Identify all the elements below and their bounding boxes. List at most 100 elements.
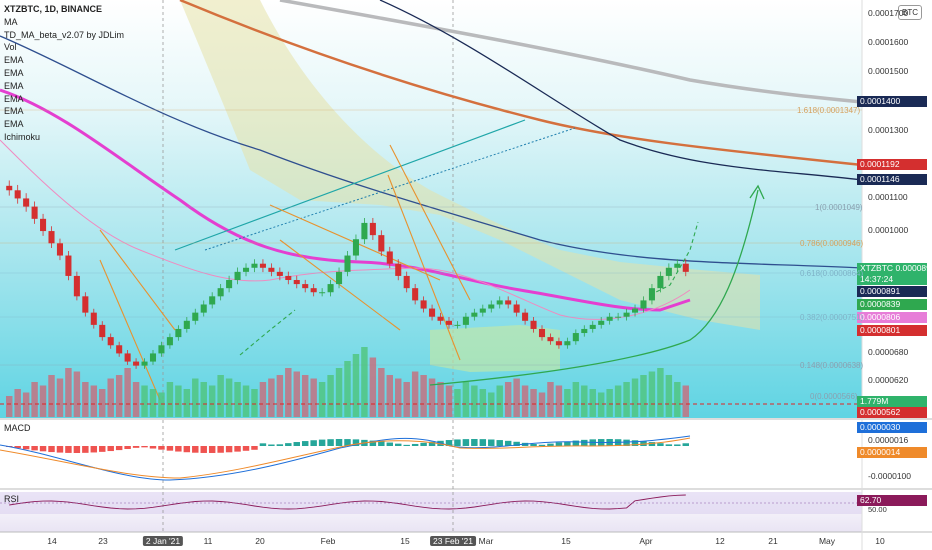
macd-bar xyxy=(234,446,241,452)
price-tag-ma: 0.0001400 xyxy=(857,96,927,107)
time-axis-highlight: 2 Jan '21 xyxy=(142,536,184,546)
candle-body xyxy=(234,271,241,281)
macd-bar xyxy=(56,446,64,453)
legend-ema-5[interactable]: EMA xyxy=(4,106,24,117)
macd-bar xyxy=(640,441,647,446)
macd-bar xyxy=(200,446,207,453)
macd-bar xyxy=(192,446,199,453)
volume-bar xyxy=(65,368,72,417)
volume-bar xyxy=(225,378,233,417)
legend-vol[interactable]: Vol xyxy=(4,42,17,53)
macd-bar xyxy=(149,446,157,449)
macd-bar xyxy=(301,441,309,446)
volume-bar xyxy=(674,382,681,417)
time-axis-label: May xyxy=(818,536,836,546)
candle-body xyxy=(623,312,630,317)
countdown-tag: 14:37:24 xyxy=(857,274,927,285)
candle-body xyxy=(462,316,469,325)
macd-bar xyxy=(14,446,21,449)
volume-bar xyxy=(496,385,503,417)
legend-ema-1[interactable]: EMA xyxy=(4,55,24,66)
legend-ichimoku[interactable]: Ichimoku xyxy=(4,131,41,142)
candle-body xyxy=(572,333,579,342)
candle-body xyxy=(192,312,199,321)
macd-bar xyxy=(488,439,495,446)
candle-body xyxy=(598,320,605,325)
candle-body xyxy=(158,345,165,354)
legend-ema-4[interactable]: EMA xyxy=(4,93,24,104)
volume-bars xyxy=(6,347,689,417)
candle-body xyxy=(352,239,359,256)
macd-bar xyxy=(344,439,351,446)
macd-bar xyxy=(166,446,174,451)
macd-axis-label: 0.0000016 xyxy=(868,435,909,445)
volume-bar xyxy=(149,389,157,417)
legend-ma[interactable]: MA xyxy=(4,16,18,27)
candle-body xyxy=(141,361,148,366)
signal-line xyxy=(0,437,691,479)
volume-bar xyxy=(73,371,81,417)
fib-label: 0(0.0000566) xyxy=(810,392,858,401)
macd-bar xyxy=(420,442,427,446)
candle-body xyxy=(513,304,520,313)
ema-blue-line xyxy=(0,35,863,269)
macd-bar xyxy=(293,442,300,446)
macd-bar xyxy=(682,443,689,446)
volume-bar xyxy=(606,389,613,417)
volume-bar xyxy=(268,378,275,417)
volume-bar xyxy=(90,385,98,417)
volume-bar xyxy=(631,378,639,417)
time-axis-label: Mar xyxy=(478,536,494,546)
volume-bar xyxy=(597,392,605,417)
candle-body xyxy=(378,235,385,252)
ichimoku-cloud-green xyxy=(430,325,560,372)
rsi-axis-label: 50.00 xyxy=(868,505,887,514)
price-tag-p1: 0.0000891 xyxy=(857,286,927,297)
time-axis-label: Feb xyxy=(320,536,336,546)
candle-body xyxy=(538,328,546,338)
ichimoku-cloud xyxy=(180,0,760,330)
candle-body xyxy=(336,271,343,285)
legend-ema-6[interactable]: EMA xyxy=(4,119,24,130)
candle-body xyxy=(361,222,368,240)
chart-title[interactable]: XTZBTC, 1D, BINANCE xyxy=(4,4,103,14)
macd-bar xyxy=(175,446,182,452)
macd-bar xyxy=(335,439,343,446)
price-axis-label: 0.0001500 xyxy=(868,66,909,76)
macd-bar xyxy=(132,446,140,448)
time-axis-label: Apr xyxy=(639,536,653,546)
candle-body xyxy=(242,267,250,272)
candle-body xyxy=(395,263,402,276)
volume-bar xyxy=(82,382,89,417)
volume-bar xyxy=(310,378,317,417)
candle-body xyxy=(632,308,639,313)
volume-bar xyxy=(352,354,360,417)
rsi-label[interactable]: RSI xyxy=(4,494,20,504)
macd-bar xyxy=(225,446,233,453)
time-axis-highlight: 23 Feb '21 xyxy=(430,536,476,546)
time-axis-label: 21 xyxy=(768,536,778,546)
candle-body xyxy=(56,243,63,256)
macd-bar xyxy=(242,446,250,451)
volume-bar xyxy=(614,385,622,417)
legend-td-ma[interactable]: TD_MA_beta_v2.07 by JDLim xyxy=(4,29,125,40)
symbol-label: XTZBTC xyxy=(860,263,894,273)
candle-body xyxy=(65,255,72,276)
volume-bar xyxy=(166,382,174,417)
candle-body xyxy=(149,353,157,362)
candle-body xyxy=(496,300,503,305)
candle-body xyxy=(73,275,80,297)
candle-body xyxy=(226,280,233,289)
legend-ema-2[interactable]: EMA xyxy=(4,67,24,78)
macd-bar xyxy=(395,443,402,446)
currency-badge[interactable]: BTC xyxy=(898,5,922,20)
macd-label[interactable]: MACD xyxy=(4,423,31,433)
price-axis-label: 0.0000620 xyxy=(868,375,909,385)
macd-bar xyxy=(268,444,275,446)
legend-ema-3[interactable]: EMA xyxy=(4,80,24,91)
channel-line xyxy=(99,259,161,401)
macd-bar xyxy=(318,439,326,446)
volume-bar xyxy=(141,385,148,417)
